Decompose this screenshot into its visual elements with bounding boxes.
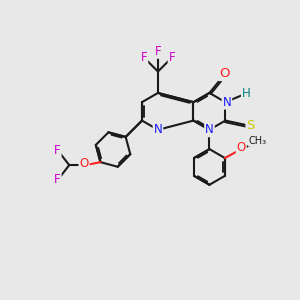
Text: N: N	[205, 123, 214, 136]
Text: F: F	[155, 45, 161, 58]
Text: O: O	[80, 157, 89, 170]
Text: F: F	[169, 51, 175, 64]
Text: N: N	[154, 123, 162, 136]
Text: N: N	[223, 96, 231, 109]
Text: F: F	[54, 144, 61, 157]
Text: H: H	[242, 87, 250, 100]
Text: F: F	[141, 51, 147, 64]
Text: O: O	[219, 67, 230, 80]
Text: S: S	[247, 118, 255, 131]
Text: F: F	[54, 173, 61, 187]
Text: CH₃: CH₃	[248, 136, 267, 146]
Text: O: O	[237, 141, 246, 154]
